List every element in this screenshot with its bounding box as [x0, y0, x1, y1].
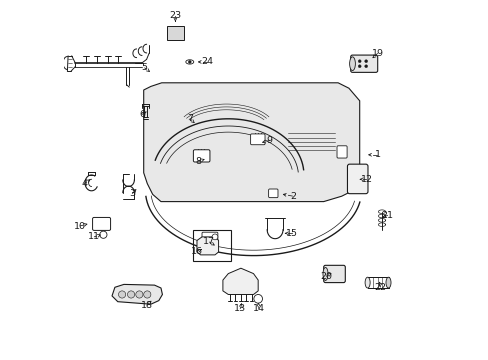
Ellipse shape: [349, 57, 355, 71]
Text: 6: 6: [139, 110, 144, 119]
Text: 1: 1: [374, 150, 380, 159]
Text: 7: 7: [186, 114, 192, 123]
FancyBboxPatch shape: [323, 265, 345, 283]
Text: 14: 14: [252, 304, 264, 313]
Ellipse shape: [185, 60, 193, 64]
Text: 12: 12: [360, 175, 372, 184]
Polygon shape: [112, 284, 162, 304]
Circle shape: [358, 60, 361, 63]
Text: 19: 19: [371, 49, 383, 58]
FancyBboxPatch shape: [350, 55, 377, 72]
Bar: [167, 26, 184, 40]
Text: 10: 10: [74, 222, 85, 231]
Circle shape: [358, 65, 361, 68]
Circle shape: [136, 291, 142, 298]
Text: 16: 16: [191, 247, 203, 256]
FancyBboxPatch shape: [250, 134, 264, 145]
FancyBboxPatch shape: [92, 217, 110, 230]
Text: 2: 2: [289, 192, 296, 201]
FancyBboxPatch shape: [336, 146, 346, 158]
Polygon shape: [223, 268, 258, 294]
Circle shape: [143, 291, 151, 298]
Text: 9: 9: [266, 136, 272, 145]
FancyBboxPatch shape: [347, 164, 367, 194]
Polygon shape: [143, 83, 359, 202]
Circle shape: [100, 231, 107, 238]
Ellipse shape: [322, 267, 327, 280]
Ellipse shape: [365, 277, 369, 288]
Text: 17: 17: [203, 238, 215, 247]
Text: 4: 4: [81, 179, 87, 188]
Text: 3: 3: [129, 189, 135, 198]
FancyBboxPatch shape: [202, 232, 218, 242]
Text: 8: 8: [195, 157, 201, 166]
Circle shape: [212, 234, 218, 240]
Text: 20: 20: [320, 272, 332, 281]
Circle shape: [253, 294, 262, 303]
Text: 22: 22: [374, 283, 386, 292]
Ellipse shape: [385, 277, 390, 288]
Circle shape: [364, 65, 367, 68]
Circle shape: [118, 291, 125, 298]
Circle shape: [188, 60, 191, 63]
Text: 18: 18: [140, 301, 152, 310]
Text: 23: 23: [169, 10, 181, 19]
Circle shape: [127, 291, 134, 298]
Polygon shape: [197, 237, 218, 255]
Text: 24: 24: [202, 57, 213, 66]
Text: 15: 15: [285, 229, 297, 238]
Text: 11: 11: [88, 233, 100, 242]
FancyBboxPatch shape: [268, 189, 277, 198]
Text: 13: 13: [234, 304, 246, 313]
Bar: [193, 230, 231, 261]
Text: 5: 5: [141, 63, 147, 72]
Text: 21: 21: [381, 211, 393, 220]
FancyBboxPatch shape: [193, 150, 209, 162]
Circle shape: [364, 60, 367, 63]
